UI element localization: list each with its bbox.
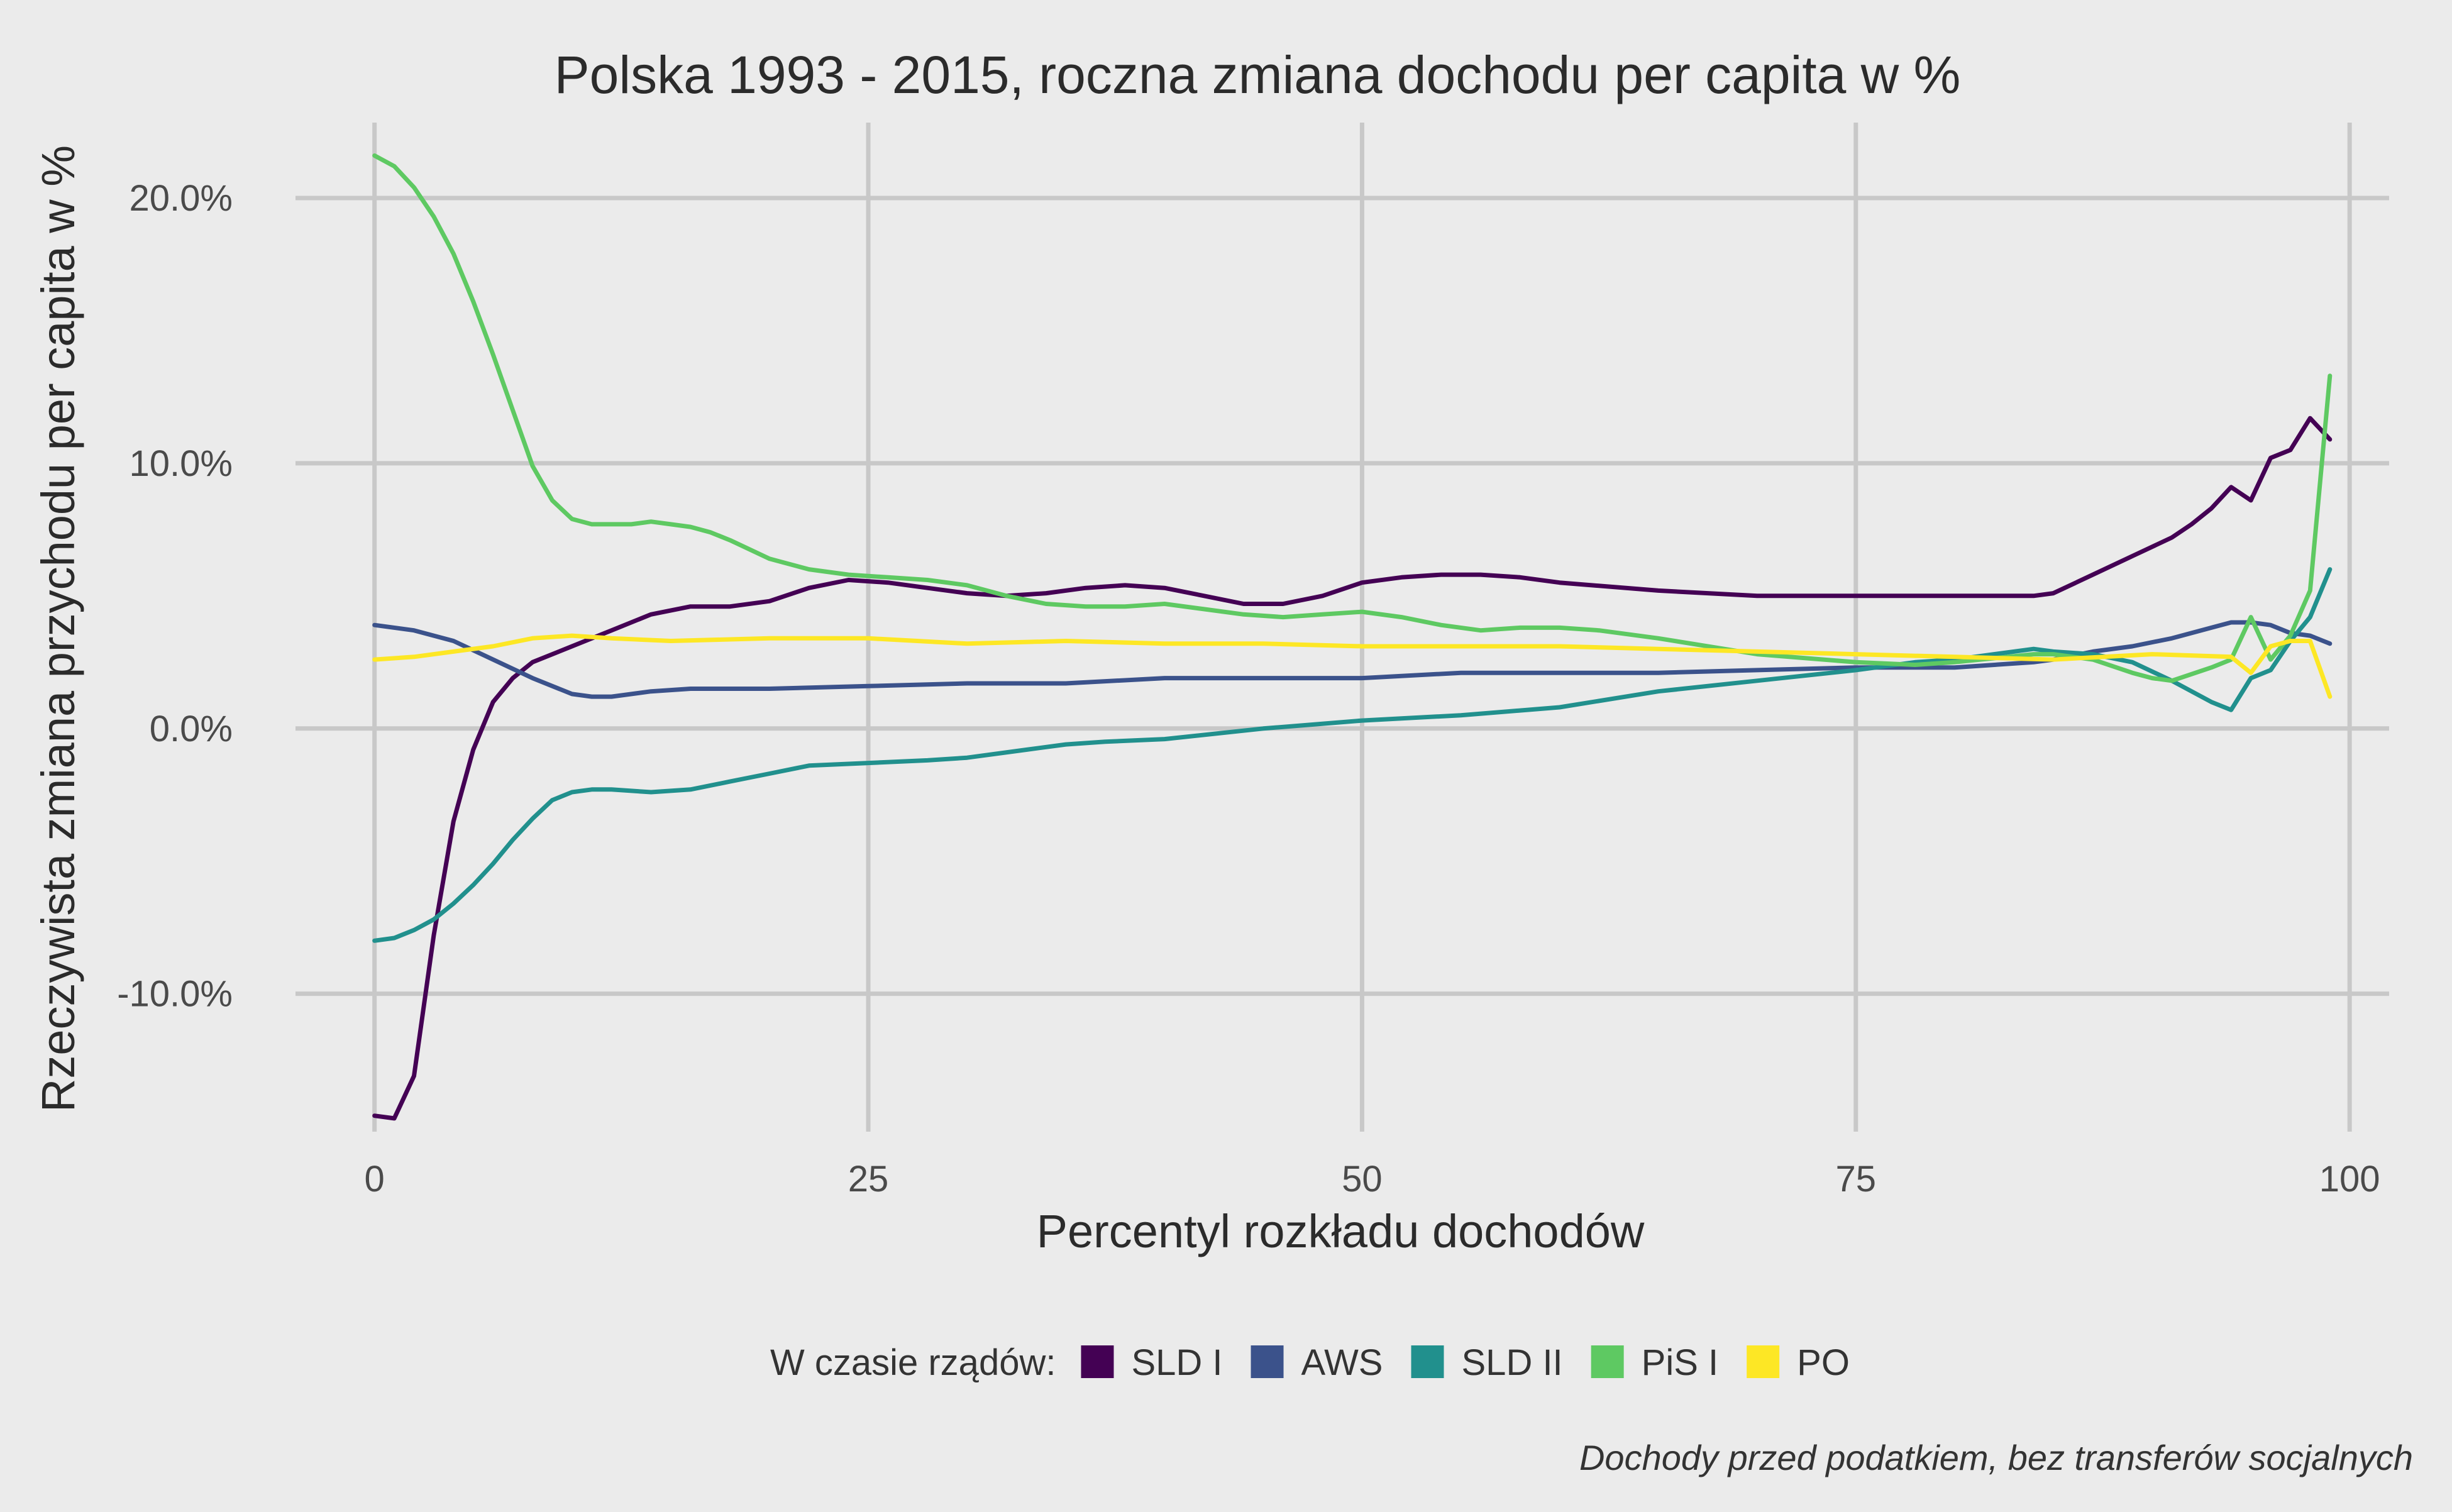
legend-label: SLD II [1462, 1342, 1563, 1383]
series-line [372, 153, 2333, 683]
legend-swatch [1747, 1345, 1780, 1378]
legend-label: SLD I [1131, 1342, 1222, 1383]
y-tick-label: 0.0% [150, 709, 233, 749]
series-line [372, 633, 2333, 699]
x-tick-label: 50 [1342, 1159, 1383, 1200]
legend-swatch [1411, 1345, 1444, 1378]
y-axis-ticks: -10.0% 0.0% 10.0% 20.0% [117, 178, 233, 1015]
x-axis-ticks: 0 25 50 75 100 [365, 1159, 2380, 1200]
x-tick-label: 100 [2319, 1159, 2380, 1200]
grid-lines [295, 123, 2389, 1132]
y-tick-label: -10.0% [117, 974, 233, 1015]
legend-label: AWS [1301, 1342, 1383, 1383]
legend-swatch [1081, 1345, 1114, 1378]
x-tick-label: 75 [1836, 1159, 1877, 1200]
x-tick-label: 25 [848, 1159, 889, 1200]
legend-swatch [1591, 1345, 1624, 1378]
y-tick-label: 20.0% [130, 178, 233, 219]
legend-title: W czasie rządów: [770, 1342, 1056, 1383]
series-line [372, 567, 2333, 943]
x-axis-title: Percentyl rozkładu dochodów [1037, 1205, 1645, 1257]
series-line [372, 416, 2333, 1121]
chart-title: Polska 1993 - 2015, roczna zmiana dochod… [555, 45, 1961, 104]
legend-label: PO [1797, 1342, 1850, 1383]
x-tick-label: 0 [365, 1159, 385, 1200]
chart-caption: Dochody przed podatkiem, bez transferów … [1579, 1438, 2413, 1477]
y-tick-label: 10.0% [130, 443, 233, 484]
legend: W czasie rządów: SLD I AWS SLD II PiS I PO [770, 1342, 1850, 1383]
series-line [372, 620, 2333, 699]
series-lines [372, 153, 2333, 1121]
y-axis-title: Rzeczywista zmiana przychodu per capita … [32, 145, 84, 1112]
legend-swatch [1251, 1345, 1284, 1378]
legend-label: PiS I [1642, 1342, 1719, 1383]
